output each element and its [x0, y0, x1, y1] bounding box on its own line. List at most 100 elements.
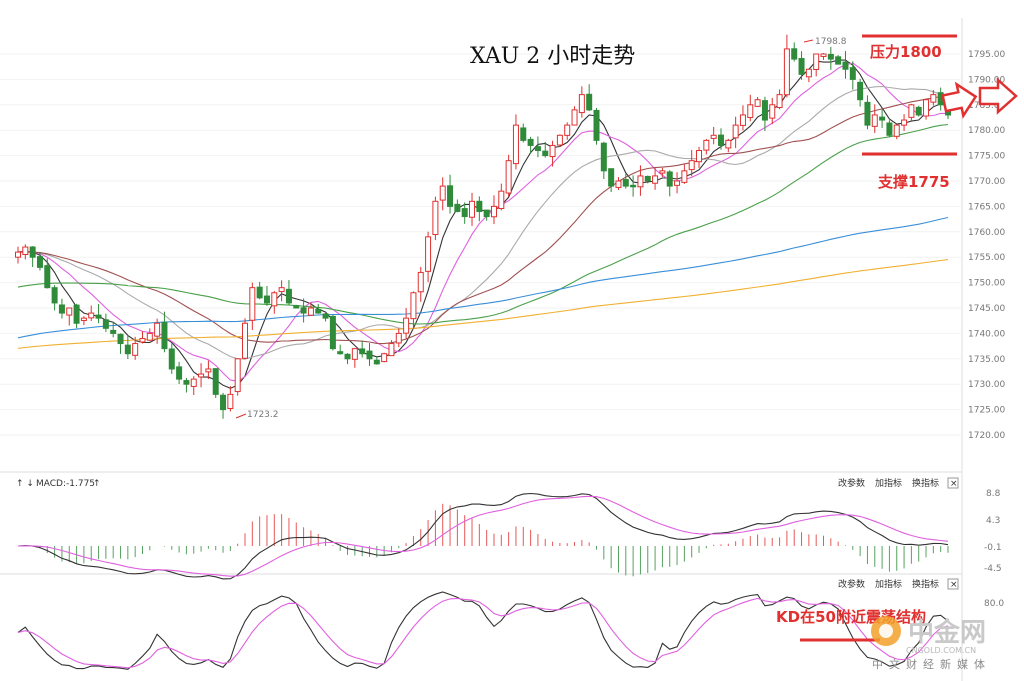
candle	[666, 170, 673, 197]
ma-20-line	[17, 85, 949, 360]
candle	[791, 42, 798, 62]
candle	[893, 124, 900, 140]
macd-panel: ↑ ↓ MACD:-1.775 ↑ 改参数 加指标 换指标 × 8.8 4.3 …	[16, 477, 1002, 580]
macd-tick: 4.3	[986, 516, 1000, 526]
candle	[307, 302, 314, 316]
candle	[747, 94, 754, 122]
candle	[351, 348, 358, 368]
candle	[15, 246, 21, 264]
candle	[249, 282, 256, 330]
candle	[644, 175, 651, 184]
macd-add-indicator-button[interactable]: 加指标	[875, 477, 902, 489]
ma-60-line	[17, 123, 949, 325]
price-tick-label: 1735.00	[968, 355, 1005, 365]
price-tick-label: 1780.00	[968, 126, 1005, 136]
candle	[132, 336, 139, 360]
ma-30-line	[17, 95, 949, 345]
macd-tick: 8.8	[986, 489, 1001, 499]
candle	[608, 168, 615, 193]
ma-250-line	[17, 259, 949, 349]
kd-close-button[interactable]	[947, 578, 959, 590]
macd-up-icon[interactable]: ↑	[93, 479, 101, 489]
macd-tick: -0.1	[984, 543, 1002, 553]
arrow-icon	[978, 77, 1018, 115]
candle	[930, 90, 937, 106]
candle	[505, 154, 512, 197]
candle	[388, 340, 395, 357]
candle	[483, 209, 490, 221]
kd-edit-params-button[interactable]: 改参数	[838, 578, 865, 590]
candle	[366, 343, 373, 366]
watermark-subtitle: 中文财经新媒体	[872, 657, 991, 671]
candle	[278, 280, 285, 302]
candle	[674, 172, 681, 194]
candle	[849, 61, 856, 90]
moving-average-lines	[17, 59, 949, 389]
candle	[659, 167, 666, 178]
candle	[417, 266, 424, 302]
close-icon: ×	[950, 479, 958, 489]
candle	[256, 281, 263, 300]
candle	[725, 138, 732, 153]
candle	[381, 352, 388, 363]
candle	[783, 34, 790, 98]
candle	[36, 252, 43, 271]
candle	[300, 298, 307, 323]
kd-add-indicator-button[interactable]: 加指标	[875, 578, 902, 590]
kd-switch-indicator-button[interactable]: 换指标	[912, 578, 939, 590]
candle	[403, 308, 410, 340]
candle	[271, 291, 278, 314]
candle	[110, 321, 117, 338]
candle	[630, 175, 637, 197]
candle	[652, 167, 659, 190]
candle	[886, 120, 893, 137]
kd-panel: 改参数 加指标 换指标 × 80.0 KD在50附近震荡结构	[17, 578, 1004, 670]
candle	[857, 78, 864, 107]
candle	[703, 138, 710, 155]
candle	[373, 356, 380, 365]
candle	[337, 344, 344, 355]
candle	[571, 106, 578, 126]
macd-dif-line	[17, 492, 949, 580]
candle	[44, 258, 51, 289]
candle	[710, 126, 717, 145]
macd-edit-params-button[interactable]: 改参数	[838, 477, 865, 489]
ma-10-line	[17, 62, 948, 382]
price-axis: 1795.00 1790.00 1785.00 1780.00 1775.00 1770.…	[968, 50, 1005, 441]
macd-dea-line	[17, 495, 949, 577]
high-price-label: 1798.8	[815, 37, 847, 47]
candle	[176, 361, 183, 385]
price-tick-label: 1775.00	[968, 152, 1005, 162]
candle	[871, 104, 878, 134]
macd-arrows[interactable]: ↑ ↓	[16, 479, 34, 489]
candle	[73, 303, 80, 329]
candle	[820, 53, 827, 60]
ma-5-line	[17, 59, 949, 389]
macd-switch-indicator-button[interactable]: 换指标	[912, 477, 939, 489]
candle	[681, 164, 688, 184]
candle	[549, 140, 556, 167]
price-tick-label: 1730.00	[968, 380, 1005, 390]
macd-close-button[interactable]	[947, 477, 959, 489]
candle	[696, 146, 703, 168]
price-tick-label: 1750.00	[968, 279, 1005, 289]
candle	[564, 122, 571, 140]
candle	[593, 107, 600, 145]
candle	[622, 174, 629, 189]
candle	[190, 376, 197, 396]
price-tick-label: 1720.00	[968, 431, 1005, 441]
candle	[923, 98, 930, 120]
macd-value-label: MACD:-1.775	[36, 479, 95, 489]
macd-histogram	[24, 503, 949, 577]
kd-lines	[17, 591, 949, 670]
grid	[0, 53, 962, 436]
candle	[293, 304, 300, 309]
resistance-label: 压力1800	[870, 43, 942, 61]
candle	[454, 199, 461, 213]
candle	[234, 358, 241, 396]
watermark-brand: 中金网	[908, 617, 986, 648]
candle	[168, 343, 175, 374]
candle	[161, 311, 168, 353]
candle	[51, 285, 58, 311]
